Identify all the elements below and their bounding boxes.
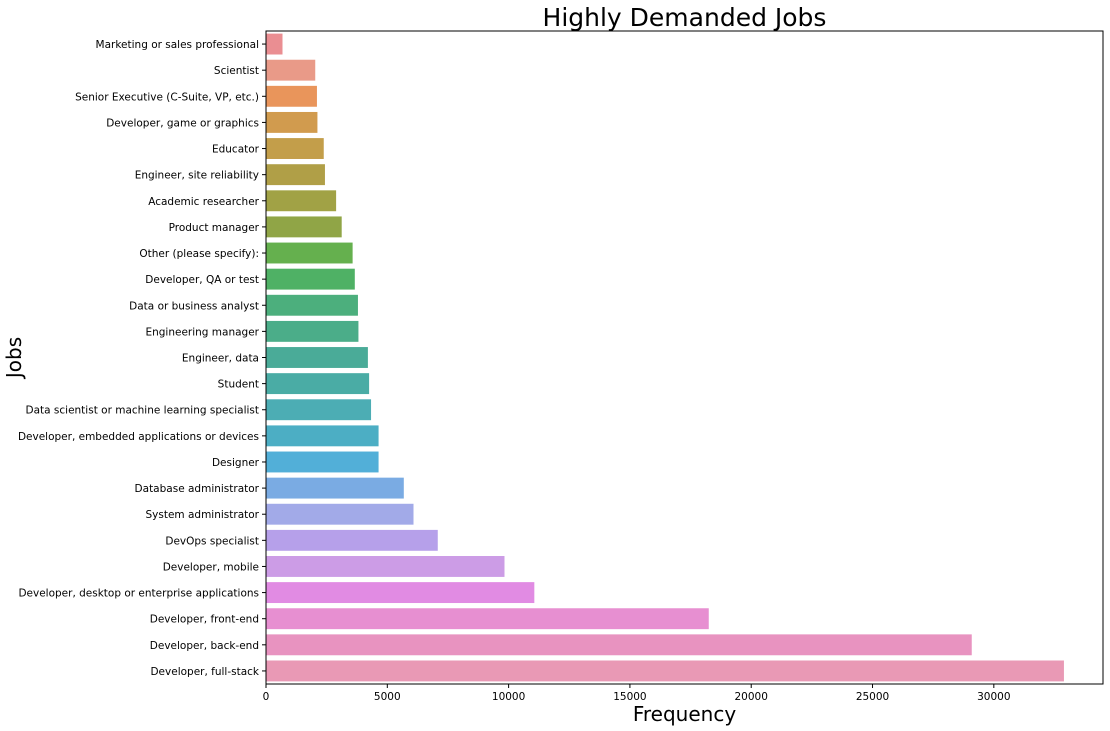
bar [266,660,1064,682]
x-tick-label: 20000 [735,691,768,703]
y-tick-label: Developer, front-end [150,614,259,626]
bar [266,33,283,55]
bar [266,216,342,238]
y-tick-label: Developer, embedded applications or devi… [18,431,259,443]
y-tick-label: Developer, QA or test [145,274,259,286]
y-axis-label: Jobs [2,337,26,380]
bar [266,138,324,159]
y-tick-labels: Marketing or sales professional Scientist… [18,39,266,678]
bar [266,556,505,577]
bar [266,268,355,290]
x-tick-label: 10000 [492,691,525,703]
y-tick-label: Database administrator [135,483,260,495]
y-tick-label: Developer, mobile [163,561,259,573]
x-tick-label: 0 [263,691,270,703]
y-tick-label: Engineer, site reliability [135,170,259,182]
y-tick-label: Engineer, data [182,353,259,365]
x-tick-label: 15000 [613,691,646,703]
bar [266,582,535,604]
bar [266,503,414,525]
y-tick-label: Developer, game or graphics [106,117,259,129]
bar [266,347,368,368]
y-tick-label: Senior Executive (C-Suite, VP, etc.) [75,91,259,103]
y-tick-label: Developer, full-stack [150,666,259,678]
bar [266,373,370,395]
bars-group [266,33,1064,682]
y-tick-label: Academic researcher [148,196,259,208]
x-axis-label: Frequency [633,702,736,726]
bar [266,529,438,551]
bar [266,399,372,421]
bar [266,608,709,630]
y-tick-label: Engineering manager [145,326,259,338]
bar [266,111,318,133]
y-tick-label: System administrator [145,509,259,521]
bar [266,320,359,342]
bar [266,294,358,316]
y-tick-label: Designer [212,457,260,469]
y-tick-label: Marketing or sales professional [96,39,259,51]
bar [266,634,972,656]
bar [266,85,317,107]
bar [266,190,337,212]
y-tick-label: Educator [212,144,260,156]
x-tick-label: 5000 [374,691,401,703]
y-tick-label: Student [218,379,259,391]
bar [266,242,353,264]
y-tick-label: Developer, desktop or enterprise applica… [18,588,259,600]
bar [266,451,379,473]
x-tick-label: 25000 [856,691,889,703]
bar [266,477,404,499]
y-tick-label: Developer, back-end [150,640,259,652]
bar [266,425,379,447]
y-tick-label: Other (please specify): [139,248,259,260]
x-ticks: 0 5000 10000 15000 20000 25000 30000 [263,684,1011,703]
y-tick-label: Data scientist or machine learning speci… [26,405,260,417]
x-tick-label: 30000 [977,691,1010,703]
y-tick-label: Data or business analyst [129,300,259,312]
bar [266,164,325,186]
y-tick-label: DevOps specialist [165,535,259,547]
chart-title: Highly Demanded Jobs [543,3,827,32]
bar [266,59,316,81]
plot-frame [265,30,1104,685]
y-tick-label: Product manager [169,222,260,234]
y-tick-label: Scientist [214,65,259,77]
